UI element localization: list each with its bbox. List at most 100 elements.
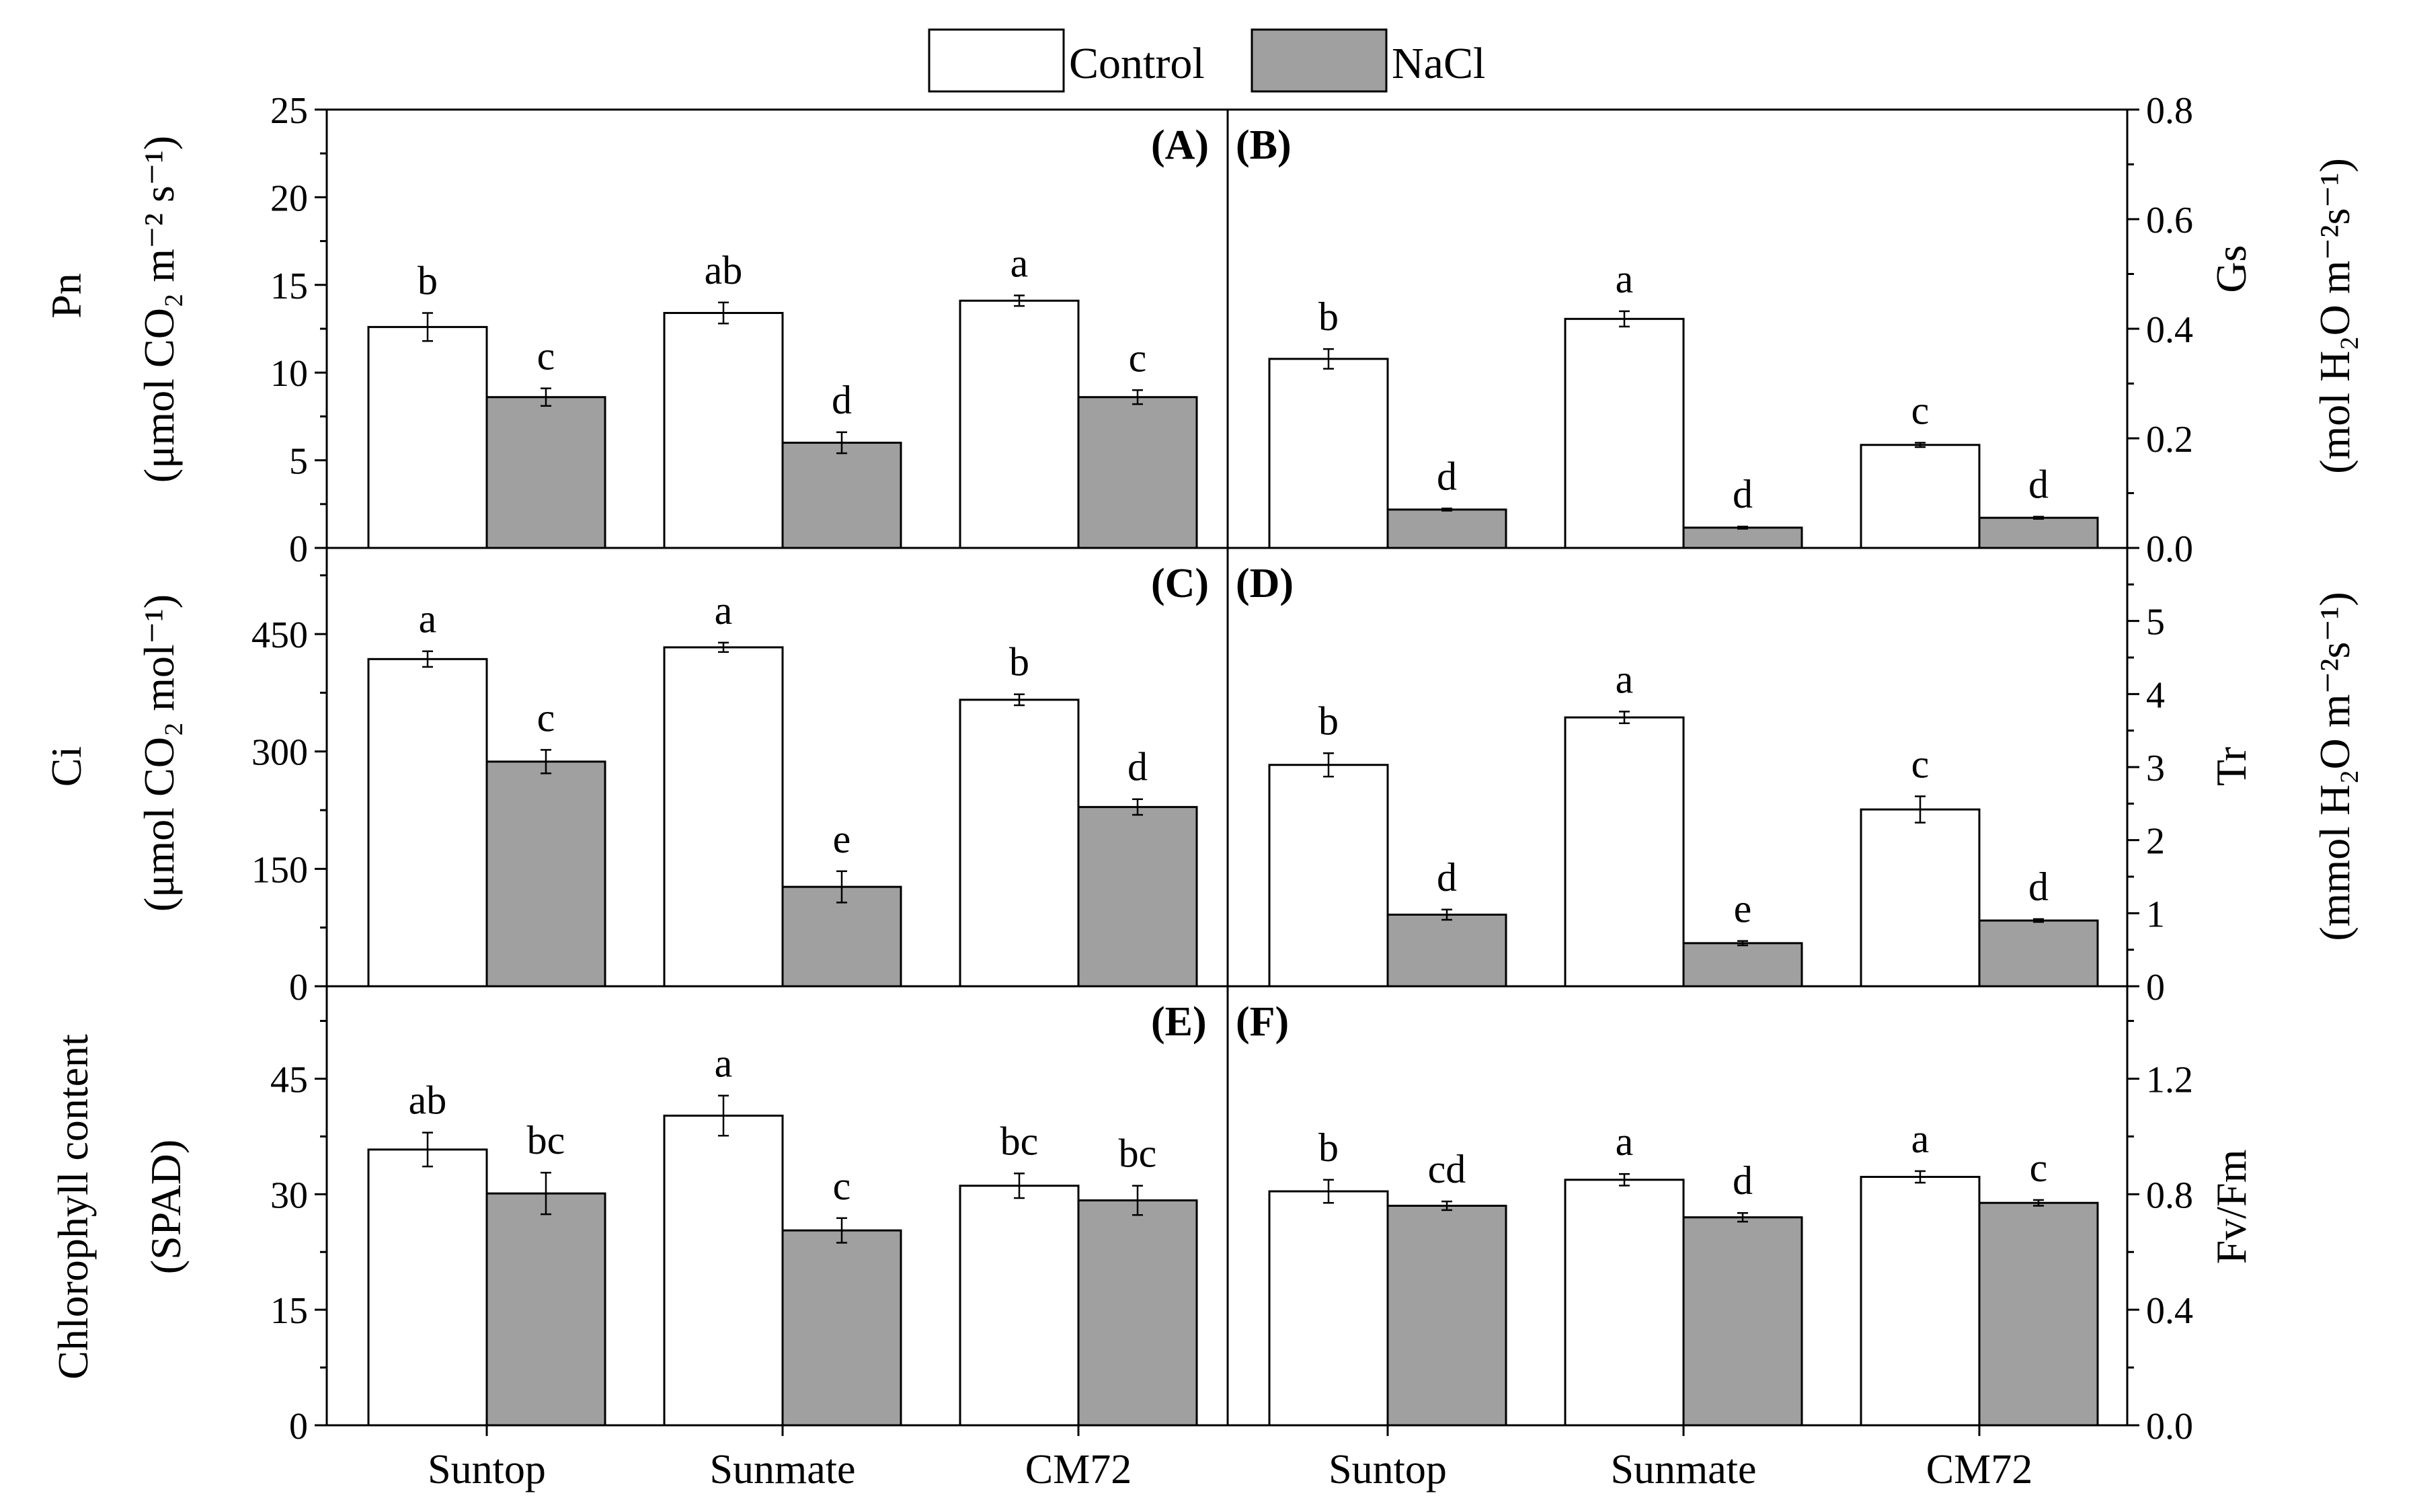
- panel-label-a: (A): [1151, 122, 1209, 168]
- sig-letter-b-sunmate-control: a: [1616, 257, 1634, 301]
- bar-e-sunmate-control: [663, 1114, 784, 1427]
- ytick-label-e-2: 30: [270, 1175, 308, 1216]
- sig-letter-b-suntop-control: b: [1318, 294, 1339, 339]
- bar-a-suntop-control: [367, 325, 488, 549]
- bar-d-sunmate-nacl: [1682, 942, 1803, 988]
- sig-letter-c-suntop-control: a: [419, 597, 437, 641]
- category-label-f-cm72: CM72: [1926, 1447, 2032, 1493]
- sig-letter-e-suntop-nacl: bc: [527, 1118, 565, 1162]
- legend-label-nacl: NaCl: [1392, 39, 1485, 88]
- sig-letter-d-suntop-control: b: [1318, 699, 1339, 743]
- bar-d-suntop-nacl: [1386, 914, 1507, 988]
- yunit-pn: (μmol CO₂ m⁻² s⁻¹): [135, 136, 183, 483]
- ytick-label-c-3: 450: [251, 614, 308, 656]
- ytick-label-c-2: 300: [251, 732, 308, 774]
- sig-letter-f-cm72-control: a: [1911, 1117, 1930, 1161]
- ylabel-ci: Ci: [42, 746, 90, 787]
- bar-f-suntop-nacl: [1386, 1205, 1507, 1427]
- sig-letter-d-sunmate-control: a: [1616, 657, 1634, 701]
- panel-label-e: (E): [1151, 999, 1207, 1045]
- bar-b-sunmate-control: [1564, 317, 1685, 549]
- ytick-label-d-3: 3: [2146, 748, 2165, 789]
- bar-e-cm72-nacl: [1077, 1199, 1198, 1427]
- ytick-label-b-1: 0.2: [2146, 419, 2193, 461]
- ytick-label-e-3: 45: [270, 1059, 308, 1101]
- sig-letter-c-suntop-nacl: c: [537, 695, 555, 740]
- sig-letter-a-sunmate-nacl: d: [832, 378, 852, 422]
- sig-letter-a-suntop-control: b: [418, 259, 438, 303]
- category-label-e-sunmate: Sunmate: [710, 1447, 856, 1493]
- ytick-label-e-1: 15: [270, 1290, 308, 1332]
- ylabel-fvfm: Fv/Fm: [2207, 1150, 2255, 1265]
- ytick-label-d-1: 1: [2146, 893, 2165, 935]
- bar-a-sunmate-control: [663, 312, 784, 549]
- ytick-label-d-2: 2: [2146, 821, 2165, 863]
- yunit-ci: (μmol CO₂ mol⁻¹): [135, 594, 183, 912]
- bar-b-suntop-control: [1268, 358, 1389, 549]
- sig-letter-a-suntop-nacl: c: [537, 334, 555, 379]
- category-label-e-cm72: CM72: [1025, 1447, 1132, 1493]
- sig-letter-a-sunmate-control: ab: [705, 248, 743, 292]
- sig-letter-d-cm72-control: c: [1911, 742, 1930, 786]
- bar-e-suntop-nacl: [485, 1192, 606, 1427]
- bar-d-suntop-control: [1268, 764, 1389, 988]
- legend: Control NaCl: [928, 28, 1485, 93]
- bar-c-sunmate-control: [663, 646, 784, 988]
- sig-letter-a-cm72-nacl: c: [1129, 335, 1147, 380]
- ytick-label-d-5: 5: [2146, 602, 2165, 643]
- sig-letter-f-cm72-nacl: c: [2030, 1146, 2048, 1190]
- ylabel-tr: Tr: [2207, 747, 2255, 786]
- bar-f-sunmate-nacl: [1682, 1216, 1803, 1427]
- bar-b-sunmate-nacl: [1682, 526, 1803, 549]
- bar-c-sunmate-nacl: [781, 885, 902, 988]
- sig-letter-b-suntop-nacl: d: [1437, 454, 1457, 498]
- sig-letter-c-sunmate-nacl: e: [833, 817, 851, 861]
- bar-a-cm72-nacl: [1077, 396, 1198, 549]
- legend-swatch-control: [928, 28, 1065, 93]
- ytick-label-b-0: 0.0: [2146, 528, 2193, 570]
- bar-b-cm72-control: [1860, 444, 1981, 549]
- bar-f-sunmate-control: [1564, 1179, 1685, 1427]
- sig-letter-e-sunmate-nacl: c: [833, 1164, 851, 1208]
- bar-c-cm72-nacl: [1077, 805, 1198, 988]
- ytick-label-b-3: 0.6: [2146, 200, 2193, 241]
- ytick-label-a-2: 10: [270, 353, 308, 395]
- bar-a-suntop-nacl: [485, 396, 606, 549]
- bar-e-cm72-control: [959, 1185, 1080, 1427]
- bar-f-cm72-nacl: [1978, 1201, 2099, 1427]
- sig-letter-a-cm72-control: a: [1011, 241, 1029, 285]
- ytick-label-f-3: 1.2: [2146, 1059, 2193, 1101]
- yunit-gs: (mol H₂O m⁻²s⁻¹): [2311, 158, 2359, 474]
- bar-a-cm72-control: [959, 299, 1080, 549]
- ytick-label-f-2: 0.8: [2146, 1175, 2193, 1216]
- ytick-label-f-0: 0.0: [2146, 1406, 2193, 1447]
- bar-e-sunmate-nacl: [781, 1229, 902, 1427]
- ytick-label-d-0: 0: [2146, 967, 2165, 1008]
- bar-f-cm72-control: [1860, 1176, 1981, 1427]
- ytick-label-f-1: 0.4: [2146, 1290, 2193, 1332]
- ytick-label-e-0: 0: [289, 1406, 308, 1447]
- bar-d-sunmate-control: [1564, 716, 1685, 988]
- sig-letter-f-suntop-nacl: cd: [1428, 1147, 1466, 1191]
- sig-letter-d-sunmate-nacl: e: [1734, 887, 1752, 931]
- sig-letter-b-cm72-control: c: [1911, 389, 1930, 433]
- ytick-label-d-4: 4: [2146, 674, 2165, 716]
- yunit-tr: (mmol H₂O m⁻²s⁻¹): [2311, 592, 2359, 941]
- sig-letter-c-sunmate-control: a: [715, 588, 733, 633]
- ytick-label-a-3: 15: [270, 266, 308, 307]
- ylabel-chl: Chlorophyll content: [49, 1034, 97, 1380]
- chart-plots: 0510152025bcabdac0.00.20.40.60.8bdadcd01…: [251, 90, 2193, 1493]
- ytick-label-b-4: 0.8: [2146, 90, 2193, 132]
- panel-label-c: (C): [1151, 561, 1209, 606]
- legend-swatch-nacl: [1251, 28, 1388, 93]
- sig-letter-d-cm72-nacl: d: [2028, 865, 2049, 909]
- sig-letter-c-cm72-nacl: d: [1127, 745, 1148, 789]
- panel-label-f: (F): [1236, 999, 1289, 1045]
- ytick-label-a-5: 25: [270, 90, 308, 132]
- ytick-label-c-1: 150: [251, 849, 308, 891]
- bar-a-sunmate-nacl: [781, 442, 902, 549]
- sig-letter-e-sunmate-control: a: [715, 1041, 733, 1086]
- legend-label-control: Control: [1069, 39, 1205, 88]
- bar-e-suntop-control: [367, 1148, 488, 1427]
